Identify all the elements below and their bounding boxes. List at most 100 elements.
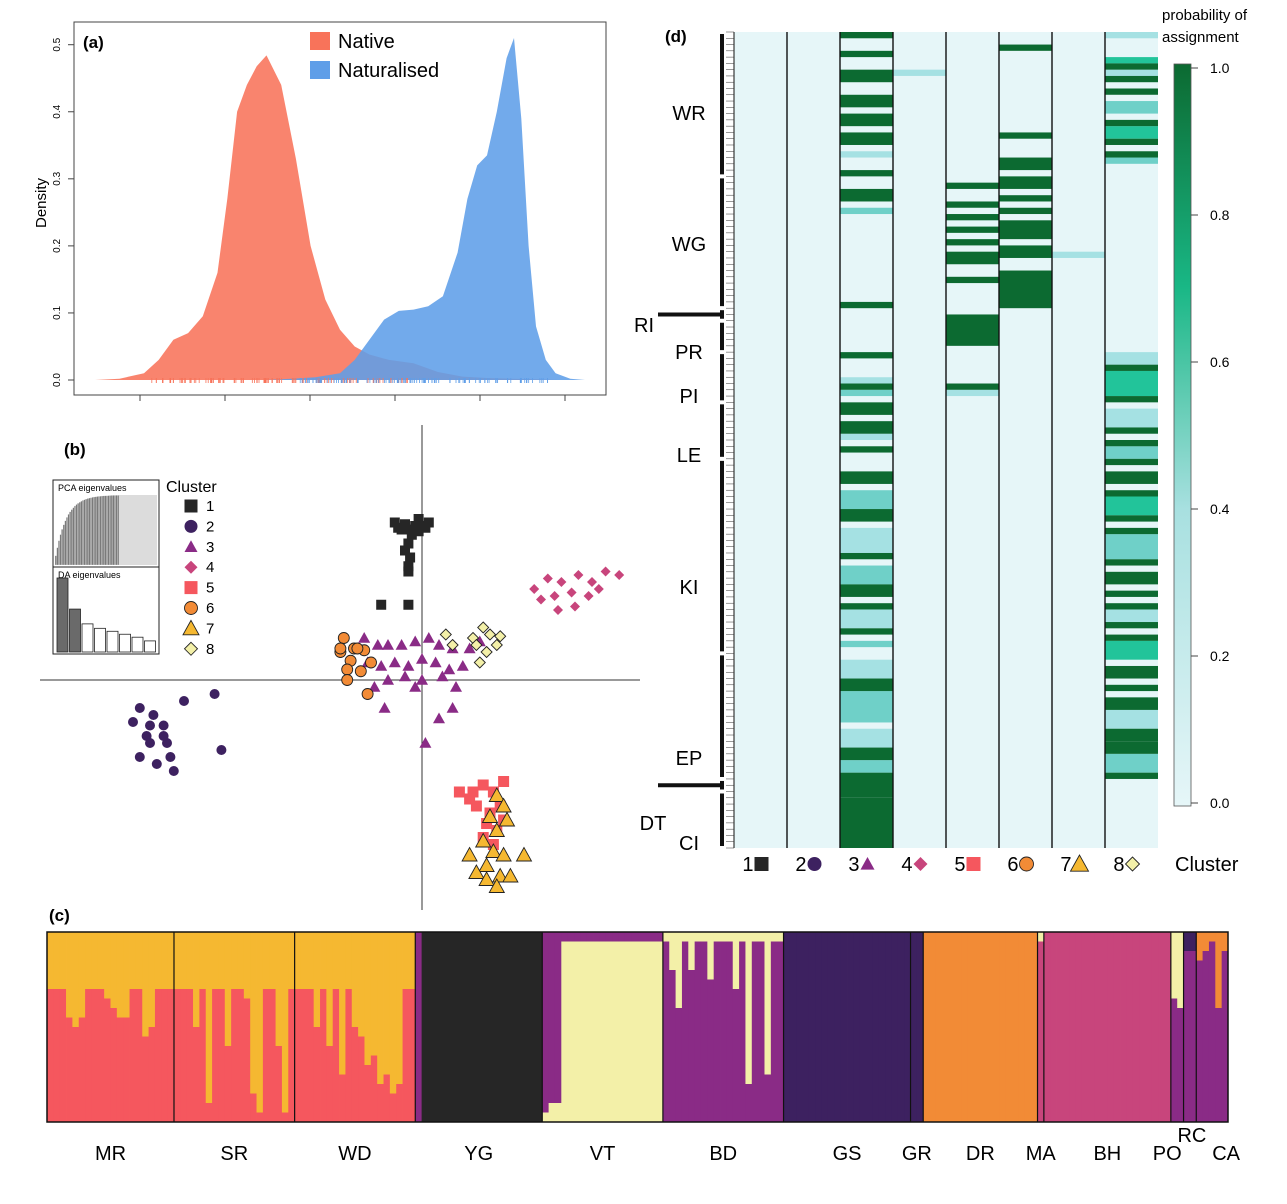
heatmap-cluster-7-label: 7 (1060, 854, 1071, 876)
cluster-3-point (382, 639, 394, 650)
heatmap-cell-cluster-6 (999, 245, 1052, 258)
structure-bar-wd-admix (332, 932, 340, 989)
structure-bar-sr (237, 989, 245, 1122)
cluster-3-point (416, 653, 428, 664)
structure-bar-vt-admix (624, 932, 632, 942)
structure-bar-bh (1164, 932, 1172, 1122)
structure-bar-bd-admix (732, 932, 740, 989)
structure-bar-vt (574, 941, 581, 1122)
density-y-tick-label: 0.5 (52, 37, 63, 51)
structure-bar-bh (1075, 932, 1083, 1122)
scatter-points (128, 514, 625, 893)
structure-bar-yg (478, 932, 486, 1122)
cluster-3-point (402, 660, 415, 671)
structure-bar-sr (224, 1046, 232, 1122)
structure-bar-mr (59, 989, 67, 1122)
structure-bar-vt (599, 941, 607, 1122)
structure-bar-wd-admix (300, 932, 308, 989)
structure-bar-vt-admix (656, 932, 664, 942)
cluster-8-point (446, 638, 459, 652)
cluster-6-point (365, 656, 377, 669)
pca-eigenvalue-bar (82, 500, 84, 566)
heatmap-cell-cluster-3 (840, 678, 893, 692)
structure-bar-mr-admix (53, 932, 61, 989)
density-y-tick-label: 0.0 (52, 373, 63, 387)
structure-bar-sr (231, 989, 238, 1122)
row-group-labels: WR WG RI PR PI LE KI EP DT CI (634, 34, 724, 855)
structure-bar-sr-admix (199, 932, 207, 989)
cluster-legend: 1 2 3 4 5 6 7 8 (182, 498, 214, 658)
row-group-label-pi: PI (680, 386, 699, 408)
structure-bar-mr (167, 989, 175, 1122)
structure-bar-rc (1183, 951, 1191, 1122)
structure-bar-rc-admix (1183, 932, 1191, 951)
heatmap-cluster-3-label: 3 (848, 854, 859, 876)
row-group-label-le: LE (677, 445, 701, 467)
structure-bar-mr (85, 989, 92, 1122)
structure-bar-dr (929, 932, 937, 1122)
structure-bar-vt (542, 1112, 550, 1122)
structure-bar-wd (326, 1046, 334, 1122)
cluster-3-point (409, 681, 422, 692)
cluster-8-point (439, 628, 452, 641)
structure-bar-bd-admix (758, 932, 765, 942)
structure-bar-vt-admix (618, 932, 626, 942)
heatmap-x-label: Cluster (1175, 854, 1239, 876)
structure-bar-gs (859, 932, 867, 1122)
cluster-2-point (148, 710, 159, 720)
structure-bar-dr (993, 932, 1000, 1122)
structure-bar-dr (935, 932, 943, 1122)
structure-bar-wd-admix (364, 932, 372, 1065)
cluster-8-point (483, 628, 497, 641)
structure-bar-gs (891, 932, 899, 1122)
structure-bar-sr-admix (237, 932, 245, 989)
structure-bar-sr-admix (281, 932, 289, 1113)
structure-bar-wd-admix (294, 932, 302, 989)
heatmap-cell-cluster-3 (840, 584, 893, 597)
heatmap-cell-cluster-8 (1105, 126, 1158, 139)
pca-eigenvalue-bar (104, 495, 107, 566)
structure-bar-mr (154, 989, 162, 1122)
heatmap-cell-cluster-3 (840, 69, 893, 83)
structure-bar-wd-admix (313, 932, 321, 1027)
heatmap-cell-cluster-3 (840, 433, 893, 440)
legend-naturalised-swatch (310, 61, 330, 79)
heatmap-cell-cluster-5 (946, 276, 999, 284)
colorbar-title-line2: assignment (1162, 29, 1240, 46)
structure-bar-vt (548, 1103, 556, 1122)
heatmap-cell-cluster-3 (840, 151, 893, 158)
pca-eigenvalue-bar (98, 496, 100, 566)
row-group-label-ki: KI (680, 577, 699, 599)
structure-bar-mr (116, 1017, 124, 1122)
structure-bar-bh (1050, 932, 1057, 1122)
structure-bar-mr (97, 989, 105, 1122)
structure-bar-bd (764, 1074, 772, 1122)
heatmap-cell-cluster-3 (840, 691, 893, 723)
heatmap-cell-cluster-8 (1105, 590, 1158, 597)
structure-bar-vt-admix (567, 932, 575, 942)
heatmap-cell-cluster-3 (840, 471, 893, 484)
heatmap-cell-cluster-5 (946, 214, 999, 221)
structure-bar-vt-admix (605, 932, 613, 942)
structure-bar-wd-admix (326, 932, 334, 1046)
structure-bar-vt (605, 941, 613, 1122)
cluster-2-point (168, 766, 179, 776)
heatmap-cluster-labels: 1 2 3 4 5 6 7 8 (742, 854, 1141, 876)
structure-bar-sr (186, 989, 194, 1122)
cluster-6-point (337, 632, 350, 644)
structure-bar-dr (1018, 932, 1026, 1122)
panel-a-label: (a) (83, 33, 104, 52)
structure-bar-bd (751, 941, 759, 1122)
structure-bar-mr-admix (104, 932, 111, 999)
assignment-heatmap (726, 31, 1158, 849)
heatmap-cell-cluster-8 (1105, 772, 1158, 779)
population-label-bd: BD (709, 1143, 737, 1165)
heatmap-cell-cluster-8 (1105, 571, 1158, 585)
heatmap-cell-cluster-8 (1105, 634, 1158, 641)
heatmap-cell-cluster-5 (946, 226, 999, 233)
heatmap-cell-cluster-5 (946, 239, 999, 246)
pca-eigenvalue-bar (112, 495, 115, 566)
structure-bar-vt-admix (548, 932, 556, 1103)
heatmap-cell-cluster-3 (840, 113, 893, 127)
cluster-4-point (593, 584, 604, 594)
